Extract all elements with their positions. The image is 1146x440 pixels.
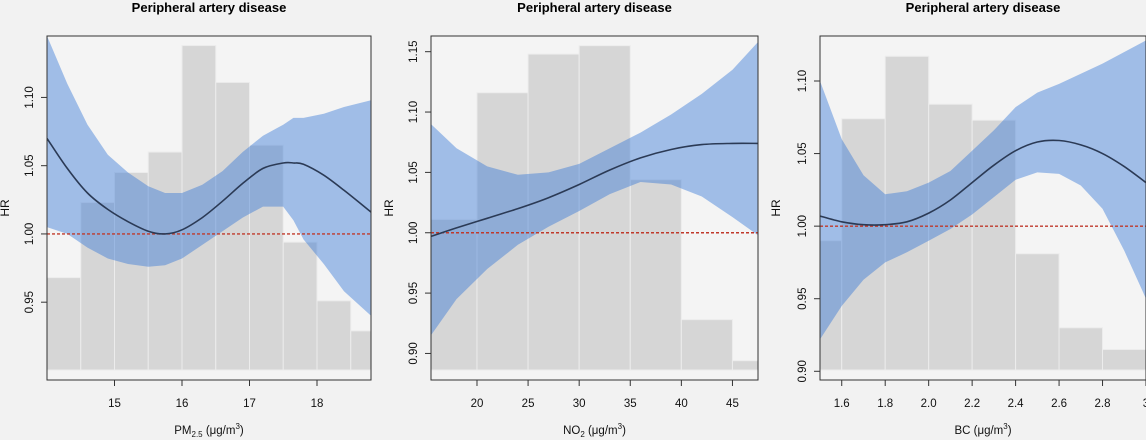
x-tick-label: 40 <box>675 398 688 410</box>
hr-curve <box>431 142 758 238</box>
chart-title: Peripheral artery disease <box>132 0 287 15</box>
histogram-bar <box>476 92 529 371</box>
histogram-bar <box>527 53 580 371</box>
panel-1: 15 16 17 18 0.95 1.00 1.05 1.10 Peripheral arter… <box>0 0 372 439</box>
x-tick-label: 2.0 <box>921 398 937 410</box>
y-tick-label: 1.05 <box>797 142 809 164</box>
histogram-bar <box>249 144 284 371</box>
histogram-bar <box>316 300 352 371</box>
y-tick-label: 0.90 <box>408 342 420 364</box>
x-tick-label: 16 <box>176 398 189 410</box>
y-axis-label: HR <box>769 199 783 217</box>
x-tick-label: 3 <box>1143 398 1146 410</box>
x-tick-label: 1.6 <box>834 398 850 410</box>
x-tick-label: 17 <box>243 398 256 410</box>
chart-title: Peripheral artery disease <box>906 0 1061 15</box>
plot-content <box>820 40 1146 371</box>
panel-3: 1.6 1.8 2.0 2.2 2.4 2.6 2.8 3 0.90 0.95 1.00 1.05 1.… <box>769 0 1146 437</box>
y-tick-label: 0.95 <box>797 288 809 310</box>
histogram-bar <box>928 103 973 371</box>
histogram-bar <box>884 55 930 371</box>
plot-content <box>47 36 371 371</box>
confidence-band <box>431 42 758 336</box>
axes-frame <box>46 35 372 381</box>
x-tick-label: 15 <box>108 398 121 410</box>
y-axis-label: HR <box>0 199 12 217</box>
histogram-bar <box>1058 327 1104 371</box>
chart-title: Peripheral artery disease <box>517 0 672 15</box>
histogram-bar <box>350 330 371 371</box>
histogram-bar <box>680 319 733 371</box>
histogram-bar <box>181 45 217 371</box>
x-tick-label: 30 <box>573 398 586 410</box>
hr-curve <box>47 137 371 235</box>
x-tick-label: 2.4 <box>1008 398 1025 410</box>
y-tick-label: 1.10 <box>408 101 420 123</box>
x-tick-label: 2.2 <box>964 398 980 410</box>
y-tick-label: 1.00 <box>24 223 36 245</box>
x-tick-label: 1.8 <box>877 398 893 410</box>
x-tick-label: 45 <box>726 398 739 410</box>
plot-content <box>431 42 758 371</box>
x-tick-label: 35 <box>624 398 637 410</box>
histogram-bar <box>114 172 149 371</box>
y-tick-label: 0.95 <box>408 282 420 304</box>
y-axis-label: HR <box>382 199 396 217</box>
histogram-bar <box>841 118 886 371</box>
histogram-bar <box>971 119 1017 371</box>
histogram-bar <box>629 179 682 371</box>
y-tick-label: 1.10 <box>24 86 36 108</box>
axes-frame <box>819 35 1146 381</box>
histogram-bar <box>215 81 250 371</box>
histogram-bar <box>80 202 115 371</box>
x-tick-label: 2.6 <box>1051 398 1067 410</box>
histogram-bar <box>731 360 758 371</box>
y-tick-label: 1.05 <box>408 161 420 183</box>
x-tick-label: 25 <box>522 398 535 410</box>
y-tick-label: 1.15 <box>408 40 420 62</box>
x-axis-label: PM2.5 (μg/m3) <box>174 422 244 439</box>
confidence-band <box>47 36 371 316</box>
x-tick-label: 2.8 <box>1095 398 1111 410</box>
y-tick-label: 1.00 <box>408 222 420 244</box>
histogram-bar <box>47 277 82 371</box>
histogram-bar <box>1102 349 1146 371</box>
x-axis-label: BC (μg/m3) <box>954 422 1011 437</box>
x-axis-label: NO2 (μg/m3) <box>563 422 626 439</box>
histogram-bar <box>282 241 318 371</box>
histogram-bar <box>147 151 183 371</box>
x-tick-label: 20 <box>471 398 484 410</box>
confidence-band <box>820 40 1146 340</box>
y-tick-label: 1.00 <box>797 215 809 237</box>
histogram-bar <box>1015 253 1060 371</box>
histogram-bar <box>431 218 478 371</box>
x-tick-label: 18 <box>311 398 324 410</box>
y-tick-label: 0.95 <box>24 291 36 313</box>
y-tick-label: 0.90 <box>797 360 809 382</box>
panel-2: 20 25 30 35 40 45 0.90 0.95 1.00 1.05 1.10 1.15 Peri… <box>382 0 759 439</box>
axes-frame <box>430 35 759 381</box>
histogram-bar <box>578 45 631 371</box>
y-tick-label: 1.10 <box>797 70 809 92</box>
y-tick-label: 1.05 <box>24 154 36 176</box>
hr-curve <box>820 139 1146 226</box>
